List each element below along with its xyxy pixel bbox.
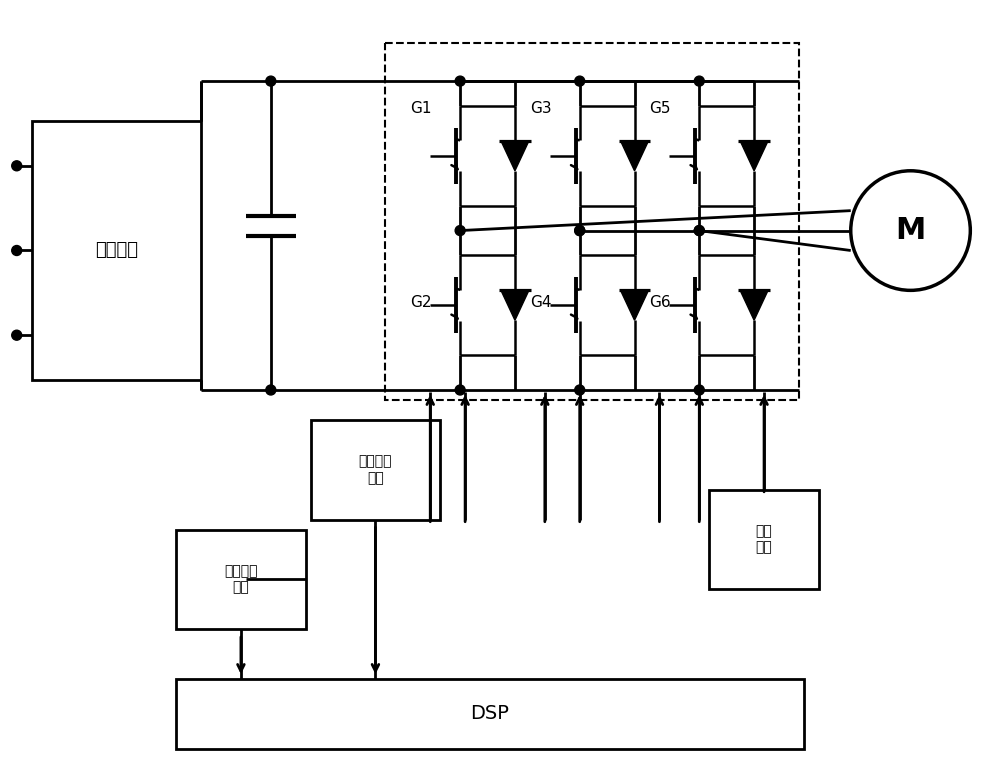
Bar: [311, 420, 440, 519]
Bar: [176, 679, 804, 749]
Bar: [32, 121, 201, 380]
Text: G4: G4: [530, 295, 551, 310]
Text: M: M: [895, 216, 926, 245]
Text: G1: G1: [410, 101, 432, 116]
Text: 自举
电路: 自举 电路: [756, 524, 772, 555]
Text: G3: G3: [530, 101, 552, 116]
Polygon shape: [621, 141, 648, 171]
Circle shape: [266, 76, 276, 86]
Circle shape: [575, 226, 585, 236]
Circle shape: [694, 76, 704, 86]
Circle shape: [455, 226, 465, 236]
Circle shape: [575, 226, 585, 236]
Bar: [709, 490, 819, 590]
Text: 电流采样
电路: 电流采样 电路: [359, 455, 392, 485]
Text: G6: G6: [649, 295, 671, 310]
Bar: [176, 530, 306, 629]
Polygon shape: [621, 291, 648, 320]
Circle shape: [12, 161, 22, 171]
Circle shape: [694, 226, 704, 236]
Text: G2: G2: [410, 295, 432, 310]
Text: 整流电路: 整流电路: [95, 241, 138, 259]
Circle shape: [12, 330, 22, 341]
Text: G5: G5: [649, 101, 671, 116]
Circle shape: [266, 385, 276, 395]
Polygon shape: [740, 291, 768, 320]
Circle shape: [694, 226, 704, 236]
Text: DSP: DSP: [471, 704, 509, 723]
Bar: [385, 43, 799, 400]
Circle shape: [455, 76, 465, 86]
Text: 电压采样
电路: 电压采样 电路: [224, 564, 258, 594]
Polygon shape: [501, 141, 529, 171]
Circle shape: [575, 76, 585, 86]
Polygon shape: [740, 141, 768, 171]
Circle shape: [694, 385, 704, 395]
Circle shape: [455, 385, 465, 395]
Circle shape: [12, 245, 22, 255]
Circle shape: [575, 385, 585, 395]
Polygon shape: [501, 291, 529, 320]
